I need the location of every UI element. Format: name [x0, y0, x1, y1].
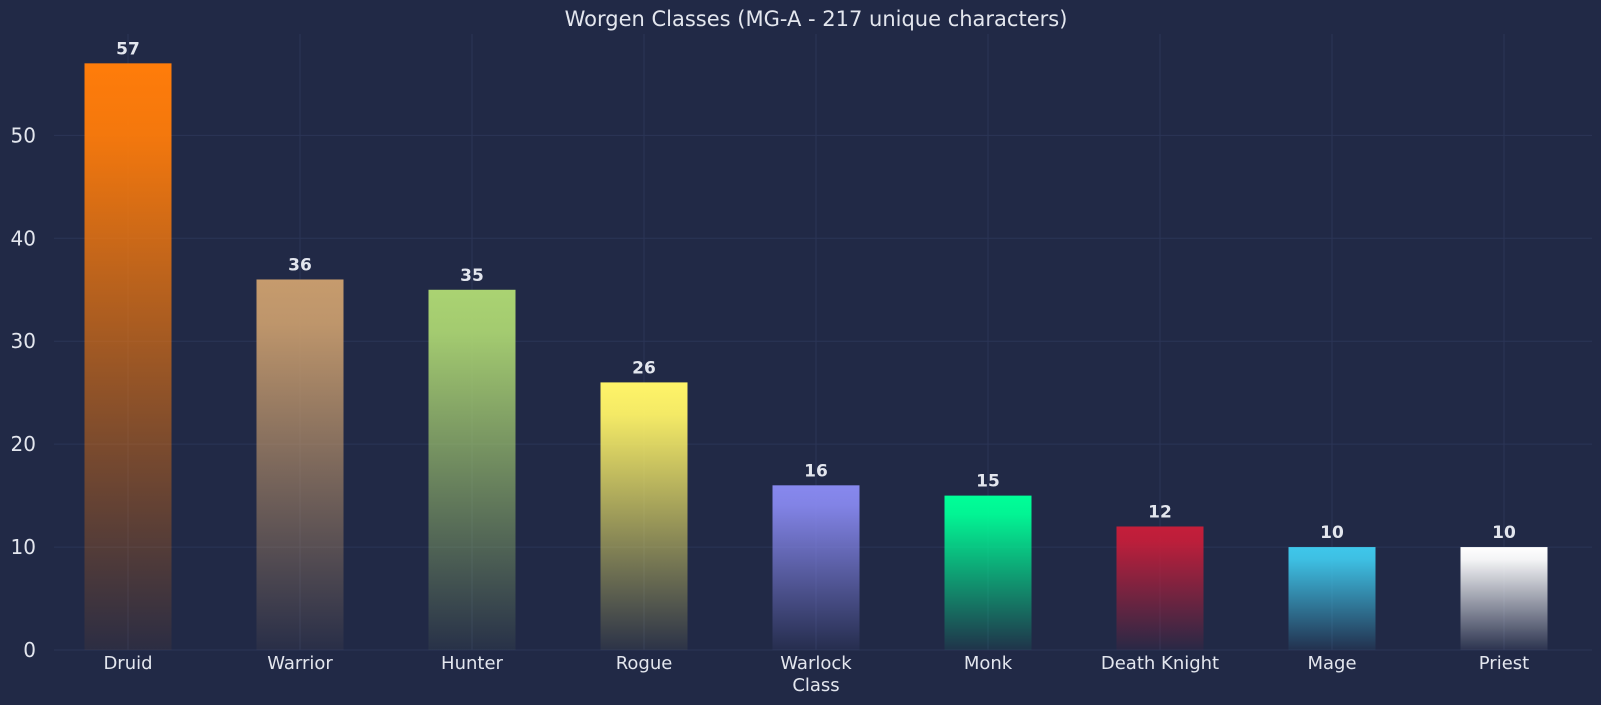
bar-warrior — [256, 279, 344, 650]
bar-value-label: 15 — [976, 472, 1000, 492]
bar-rogue — [600, 382, 688, 650]
bar-value-label: 36 — [288, 255, 312, 275]
label-layer: 0 10 20 30 40 50 57 Druid 36 Warrior 35 Hunter 26 Rog… — [11, 39, 1530, 674]
x-tick-label: Druid — [103, 653, 152, 674]
y-tick-label: 20 — [11, 432, 36, 456]
x-tick-label: Hunter — [441, 653, 503, 674]
bar-value-label: 10 — [1320, 523, 1344, 543]
x-tick-label: Priest — [1479, 653, 1529, 674]
y-tick-label: 0 — [23, 638, 36, 662]
bar-monk — [944, 495, 1032, 650]
chart-title: Worgen Classes (MG-A - 217 unique charac… — [565, 7, 1068, 31]
y-tick-label: 50 — [11, 123, 36, 147]
x-tick-label: Rogue — [616, 653, 673, 674]
x-axis-label: Class — [792, 675, 839, 696]
x-tick-label: Mage — [1307, 653, 1356, 674]
bar-warlock — [772, 485, 860, 650]
x-tick-label: Warlock — [780, 653, 852, 674]
bar-priest — [1460, 547, 1548, 650]
x-tick-label: Warrior — [267, 653, 333, 674]
bar-hunter — [428, 289, 516, 650]
x-tick-label: Monk — [964, 653, 1013, 674]
bar-mage — [1288, 547, 1376, 650]
bar-value-label: 57 — [116, 39, 140, 59]
bar-value-label: 16 — [804, 461, 828, 481]
x-tick-label: Death Knight — [1101, 653, 1219, 674]
bar-layer — [84, 63, 1548, 651]
y-tick-label: 40 — [11, 226, 36, 250]
bar-value-label: 26 — [632, 358, 656, 378]
bar-value-label: 12 — [1148, 502, 1172, 522]
y-tick-label: 30 — [11, 329, 36, 353]
bar-druid — [84, 63, 172, 651]
bar-value-label: 35 — [460, 266, 484, 286]
bar-value-label: 10 — [1492, 523, 1516, 543]
y-tick-label: 10 — [11, 535, 36, 559]
bar-death-knight — [1116, 526, 1204, 650]
